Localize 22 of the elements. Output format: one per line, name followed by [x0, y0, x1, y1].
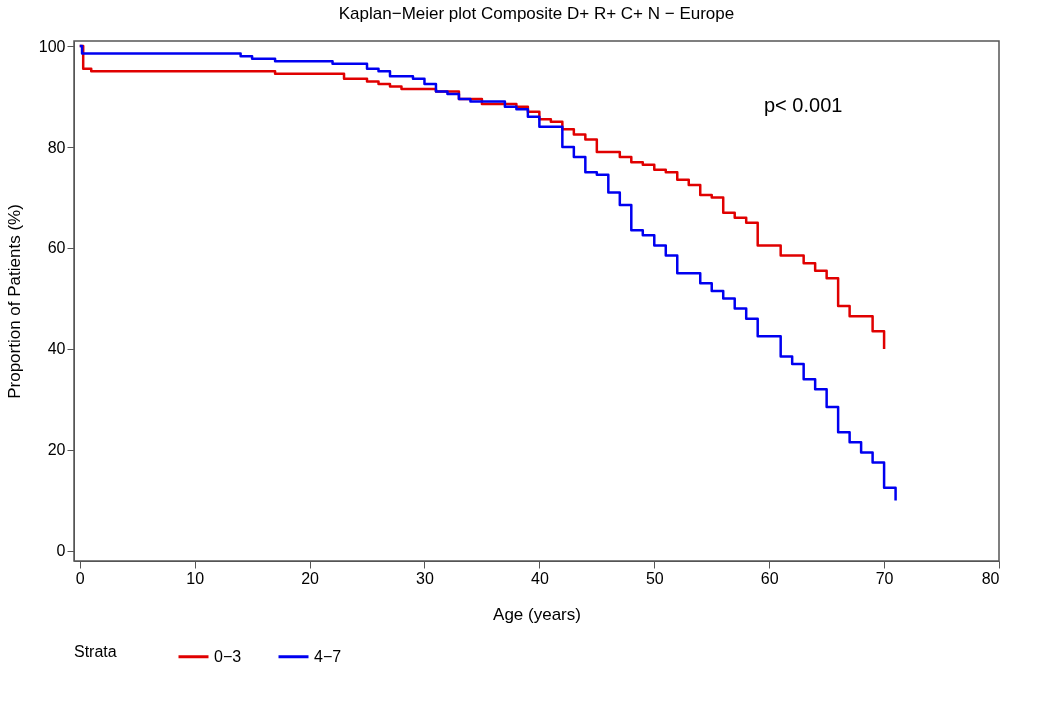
y-tick-label: 60: [47, 239, 66, 257]
x-tick-label: 0: [75, 569, 85, 587]
chart-title: Kaplan−Meier plot Composite D+ R+ C+ N − Europe: [338, 4, 735, 24]
x-tick-label: 40: [530, 569, 549, 587]
legend-label: 0−3: [214, 647, 242, 665]
y-tick-label: 20: [47, 441, 66, 459]
x-tick-label: 50: [645, 569, 664, 587]
y-tick-label: 0: [56, 542, 66, 560]
x-tick-label: 10: [186, 569, 205, 587]
y-tick-label: 100: [38, 37, 66, 55]
y-axis-title: Proportion of Patients (%): [4, 204, 24, 399]
x-axis-title: Age (years): [493, 604, 581, 624]
x-tick-label: 30: [416, 569, 434, 587]
legend-label: 4−7: [314, 647, 342, 665]
x-tick-label: 60: [760, 569, 779, 587]
annotation: p< 0.001: [764, 94, 843, 116]
x-tick-label: 20: [301, 569, 320, 587]
y-tick-label: 80: [47, 138, 66, 156]
x-tick-label: 70: [875, 569, 894, 587]
legend-title: Strata: [74, 643, 117, 660]
y-tick-label: 40: [47, 340, 66, 358]
x-tick-label: 80: [981, 569, 1000, 587]
